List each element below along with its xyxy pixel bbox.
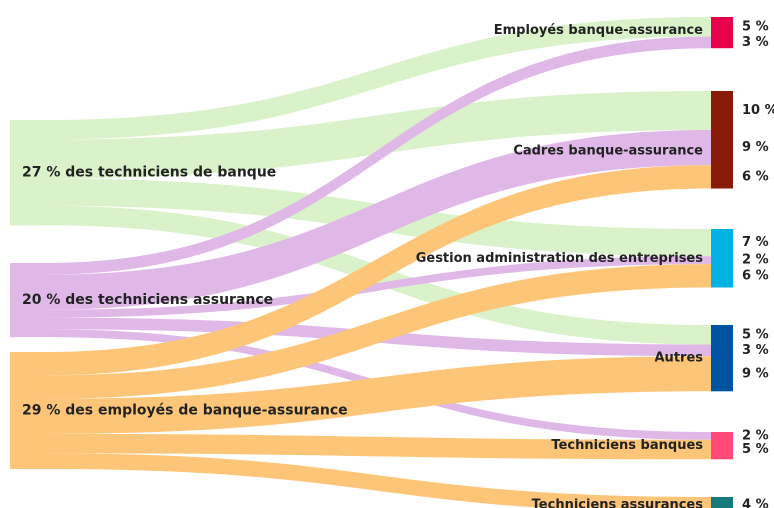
target-node: [711, 432, 733, 460]
source-label: 29 % des employés de banque-assurance: [22, 403, 348, 419]
target-node: [711, 229, 733, 288]
value-label: 9 %: [742, 140, 769, 155]
source-node: [10, 263, 45, 338]
flow: [45, 453, 711, 508]
flow: [45, 91, 711, 179]
value-label: 10 %: [742, 103, 774, 118]
flow: [45, 256, 711, 318]
value-label: 7 %: [742, 235, 769, 250]
flow: [45, 433, 711, 460]
value-label: 9 %: [742, 366, 769, 381]
target-label: Cadres banque-assurance: [513, 143, 703, 158]
flow: [45, 130, 711, 310]
value-label: 5 %: [742, 19, 769, 34]
target-label: Autres: [655, 351, 704, 366]
value-label: 2 %: [742, 428, 769, 443]
flow: [45, 264, 711, 399]
value-label: 6 %: [742, 268, 769, 283]
target-label: Employés banque-assurance: [494, 23, 703, 38]
target-node: [711, 91, 733, 189]
target-label: Techniciens assurances: [532, 497, 704, 508]
flow: [45, 165, 711, 376]
source-node: [10, 352, 45, 469]
value-label: 3 %: [742, 343, 769, 358]
value-label: 5 %: [742, 327, 769, 342]
source-label: 20 % des techniciens assurance: [22, 292, 273, 308]
target-node: [711, 325, 733, 392]
value-label: 5 %: [742, 442, 769, 457]
flow: [45, 36, 711, 275]
target-node: [711, 497, 733, 508]
value-label: 2 %: [742, 253, 769, 268]
target-label: Gestion administration des entreprises: [416, 251, 704, 266]
flow: [45, 17, 711, 140]
target-node: [711, 17, 733, 49]
value-label: 4 %: [742, 497, 769, 508]
source-label: 27 % des techniciens de banque: [22, 165, 276, 181]
target-label: Techniciens banques: [551, 438, 703, 453]
value-label: 6 %: [742, 169, 769, 184]
flow: [45, 356, 711, 434]
source-node: [10, 120, 45, 226]
value-label: 3 %: [742, 35, 769, 50]
